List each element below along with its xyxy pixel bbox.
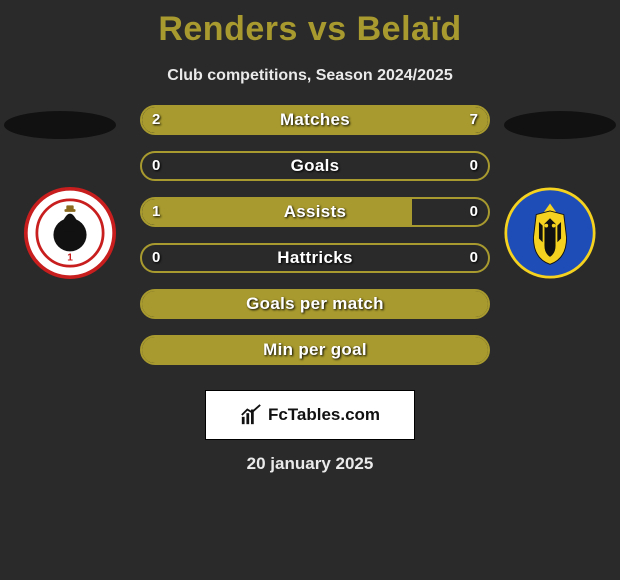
stat-value-left: 0 [152, 153, 160, 179]
stat-row: Matches2 7 [140, 105, 490, 135]
stat-label: Goals per match [142, 291, 488, 317]
stats-bars: Matches27Goals00Assists10Hattricks00Goal… [140, 105, 490, 381]
brand-badge-text: FcTables.com [268, 405, 380, 425]
stat-label: Hattricks [142, 245, 488, 271]
stat-row: Hattricks0 0 [140, 243, 490, 273]
stat-value-left: 0 [152, 245, 160, 271]
stat-value-right: 0 [470, 153, 478, 179]
stat-label: Matches [142, 107, 488, 133]
stat-label: Assists [142, 199, 488, 225]
stat-value-right: 0 [470, 199, 478, 225]
player-shadow-right [504, 111, 616, 139]
stat-label: Min per goal [142, 337, 488, 363]
player-shadow-left [4, 111, 116, 139]
stat-label: Goals [142, 153, 488, 179]
stvv-crest-icon [504, 187, 596, 279]
stat-row: Goals per match [140, 289, 490, 319]
stat-row: Goals0 0 [140, 151, 490, 181]
team-crest-right [504, 187, 596, 279]
stat-row: Min per goal [140, 335, 490, 365]
team-crest-left: 1 [24, 187, 116, 279]
antwerp-crest-icon: 1 [24, 187, 116, 279]
stat-value-right: 7 [470, 107, 478, 133]
brand-badge[interactable]: FcTables.com [205, 390, 415, 440]
stat-row: Assists1 0 [140, 197, 490, 227]
chart-icon [240, 404, 262, 426]
stat-value-right: 0 [470, 245, 478, 271]
svg-text:1: 1 [67, 253, 73, 264]
footer-date: 20 january 2025 [0, 454, 620, 474]
page-subtitle: Club competitions, Season 2024/2025 [0, 67, 620, 85]
stat-value-left: 1 [152, 199, 160, 225]
stat-value-left: 2 [152, 107, 160, 133]
page-title: Renders vs Belaïd [0, 0, 620, 49]
